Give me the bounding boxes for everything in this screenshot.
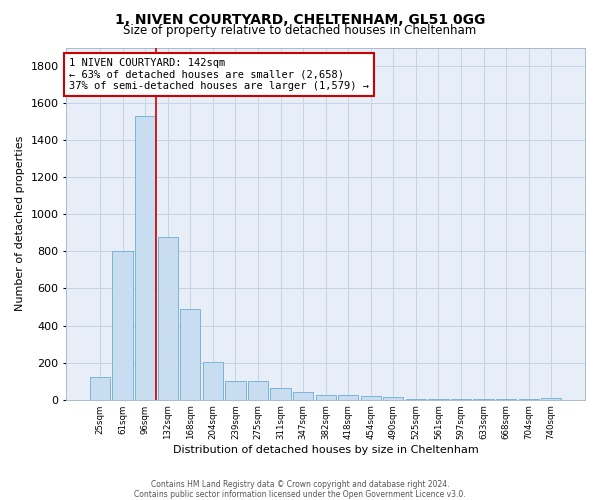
Bar bbox=[338, 395, 358, 400]
Text: 1, NIVEN COURTYARD, CHELTENHAM, GL51 0GG: 1, NIVEN COURTYARD, CHELTENHAM, GL51 0GG bbox=[115, 12, 485, 26]
Bar bbox=[271, 388, 290, 400]
Bar bbox=[203, 362, 223, 400]
Bar bbox=[180, 309, 200, 400]
Bar bbox=[225, 381, 245, 400]
Bar bbox=[428, 399, 449, 400]
Text: Contains HM Land Registry data © Crown copyright and database right 2024.
Contai: Contains HM Land Registry data © Crown c… bbox=[134, 480, 466, 499]
X-axis label: Distribution of detached houses by size in Cheltenham: Distribution of detached houses by size … bbox=[173, 445, 479, 455]
Bar bbox=[406, 399, 426, 400]
Bar bbox=[473, 399, 494, 400]
Bar bbox=[135, 116, 155, 400]
Bar bbox=[158, 236, 178, 400]
Bar bbox=[383, 398, 403, 400]
Bar bbox=[248, 381, 268, 400]
Text: 1 NIVEN COURTYARD: 142sqm
← 63% of detached houses are smaller (2,658)
37% of se: 1 NIVEN COURTYARD: 142sqm ← 63% of detac… bbox=[69, 58, 369, 92]
Bar bbox=[451, 399, 471, 400]
Bar bbox=[361, 396, 381, 400]
Bar bbox=[112, 252, 133, 400]
Y-axis label: Number of detached properties: Number of detached properties bbox=[15, 136, 25, 312]
Bar bbox=[316, 394, 336, 400]
Bar bbox=[293, 392, 313, 400]
Text: Size of property relative to detached houses in Cheltenham: Size of property relative to detached ho… bbox=[124, 24, 476, 37]
Bar bbox=[90, 378, 110, 400]
Bar bbox=[541, 398, 562, 400]
